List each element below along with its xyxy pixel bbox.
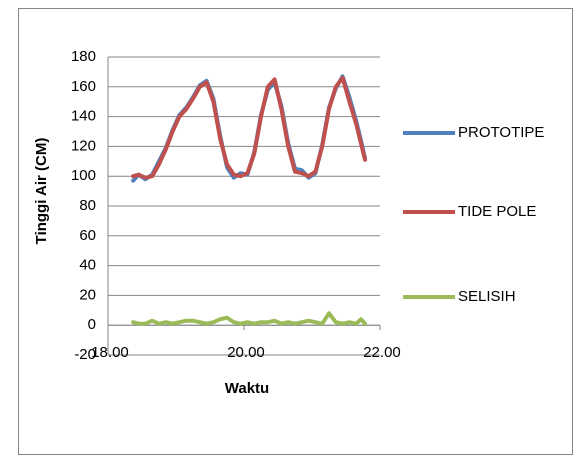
y-tick-label: 120 [71,137,96,154]
y-tick-label: 160 [71,78,96,95]
legend-label: TIDE POLE [458,203,536,220]
legend-label: PROTOTIPE [458,124,544,141]
y-tick-label: 60 [79,227,96,244]
y-tick-label: 140 [71,108,96,125]
y-tick-label: 180 [71,48,96,65]
x-tick-label: 22.00 [363,344,401,361]
y-tick-label: 0 [88,316,96,333]
series-line [131,75,368,180]
x-axis-title: Waktu [225,380,269,397]
y-tick-label: 100 [71,167,96,184]
y-tick-label: 80 [79,197,96,214]
series-line [131,311,368,326]
y-tick-label: -20 [74,346,96,363]
chart-border [18,8,573,455]
x-tick-label: 20.00 [227,344,265,361]
y-tick-label: 40 [79,257,96,274]
x-tick-label: 18.00 [91,344,129,361]
y-tick-label: 20 [79,286,96,303]
y-axis-title: Tinggi Air (CM) [33,138,50,245]
legend-label: SELISIH [458,288,516,305]
